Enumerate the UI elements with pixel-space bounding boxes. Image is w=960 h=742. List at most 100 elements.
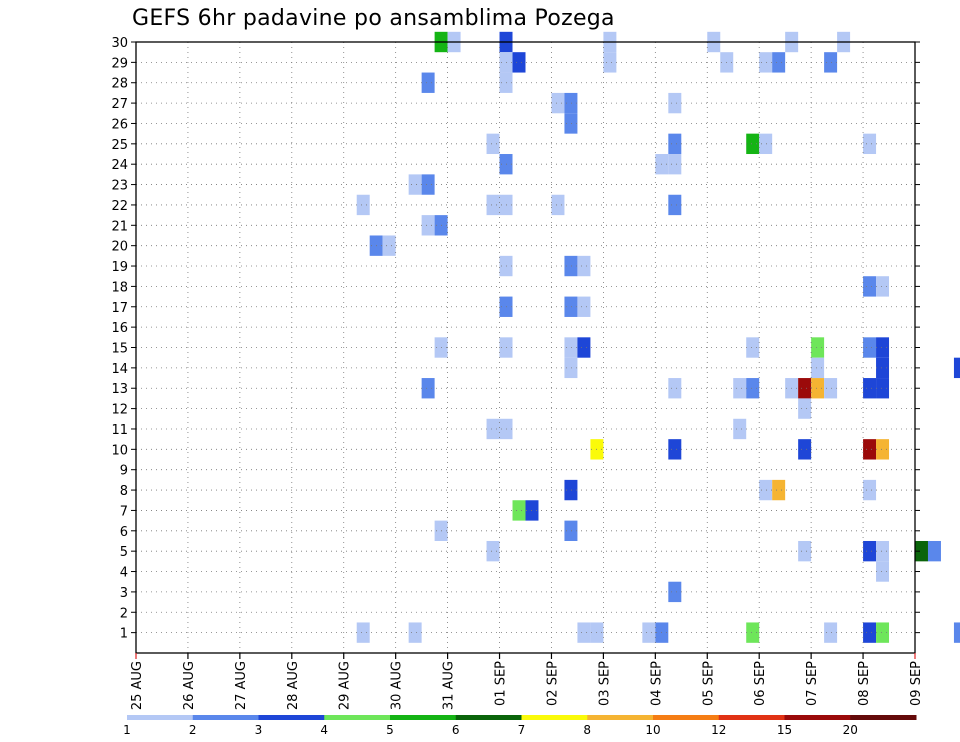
- heatmap-cell: [564, 296, 578, 317]
- y-tick-label: 13: [111, 382, 128, 397]
- y-tick-label: 18: [111, 280, 128, 295]
- y-tick-label: 21: [111, 219, 128, 234]
- colorbar-swatch: [521, 715, 588, 720]
- heatmap-cell: [876, 439, 890, 460]
- colorbar-label: 1: [123, 723, 131, 737]
- heatmap-cell: [772, 52, 786, 73]
- y-tick-label: 28: [111, 77, 128, 92]
- heatmap-cell: [759, 52, 773, 73]
- x-tick-label: 05 SEP: [701, 661, 716, 706]
- colorbar-label: 4: [320, 723, 328, 737]
- heatmap-cell: [824, 378, 838, 399]
- colorbar-label: 5: [386, 723, 394, 737]
- heatmap-cell: [421, 378, 435, 399]
- colorbar-label: 6: [452, 723, 460, 737]
- heatmap-cell: [759, 479, 773, 501]
- heatmap-cell: [408, 622, 422, 643]
- x-tick-label: 27 AUG: [234, 661, 249, 710]
- heatmap-cell: [564, 479, 578, 501]
- y-tick-label: 8: [120, 484, 128, 499]
- x-tick-label: 03 SEP: [597, 661, 612, 706]
- colorbar-label: 12: [711, 723, 726, 737]
- heatmap-cell: [798, 439, 812, 460]
- x-tick-label: 09 SEP: [909, 661, 924, 706]
- x-tick-label: 04 SEP: [649, 661, 664, 706]
- heatmap-cell: [798, 378, 812, 399]
- heatmap-cell: [733, 418, 747, 440]
- x-tick-label: 30 AUG: [390, 661, 405, 710]
- heatmap-cell: [746, 337, 760, 358]
- colorbar-label: 7: [518, 723, 526, 737]
- heatmap-cell: [668, 133, 682, 155]
- colorbar-swatch: [653, 715, 720, 720]
- heatmap-cells: [356, 31, 960, 643]
- heatmap-cell: [564, 255, 578, 277]
- heatmap-cell: [408, 174, 422, 195]
- heatmap-cell: [927, 540, 941, 562]
- heatmap-cell: [876, 622, 890, 643]
- heatmap-cell: [863, 378, 877, 399]
- heatmap-cell: [486, 194, 500, 216]
- colorbar-label: 3: [255, 723, 263, 737]
- y-tick-label: 23: [111, 179, 128, 194]
- heatmap-cell: [577, 296, 591, 317]
- heatmap-cell: [486, 540, 500, 562]
- x-axis: 25 AUG 26 AUG 27 AUG 28 AUG 29 AUG 30 AUG 31 A…: [130, 653, 924, 710]
- chart-title: GEFS 6hr padavine po ansamblima Pozega: [132, 6, 615, 31]
- colorbar-label: 10: [645, 723, 660, 737]
- heatmap-cell: [876, 378, 890, 399]
- heatmap-cell: [733, 378, 747, 399]
- heatmap-cell: [668, 194, 682, 216]
- colorbar-swatch: [127, 715, 194, 720]
- heatmap-cell: [642, 622, 656, 643]
- heatmap-cell: [863, 622, 877, 643]
- x-tick-label: 06 SEP: [753, 661, 768, 706]
- heatmap-cell: [577, 622, 591, 643]
- y-tick-label: 9: [120, 464, 128, 479]
- colorbar-swatch: [258, 715, 325, 720]
- colorbar-swatch: [784, 715, 851, 720]
- heatmap-cell: [863, 540, 877, 562]
- colorbar-label: 15: [777, 723, 792, 737]
- x-tick-label: 02 SEP: [545, 661, 560, 706]
- y-tick-label: 1: [120, 627, 128, 642]
- y-tick-label: 16: [111, 321, 128, 336]
- y-tick-label: 12: [111, 403, 128, 418]
- x-tick-label: 08 SEP: [857, 661, 872, 706]
- x-tick-label: 28 AUG: [286, 661, 301, 710]
- y-tick-label: 19: [111, 260, 128, 275]
- heatmap-cell: [746, 378, 760, 399]
- grid-lines: [136, 41, 915, 653]
- y-tick-label: 30: [111, 36, 128, 51]
- heatmap-cell: [876, 561, 890, 582]
- y-tick-label: 24: [111, 158, 128, 173]
- heatmap-cell: [811, 357, 825, 379]
- colorbar-swatch: [390, 715, 457, 720]
- colorbar-label: 8: [583, 723, 591, 737]
- heatmap-cell: [668, 581, 682, 603]
- y-tick-label: 3: [120, 586, 128, 601]
- y-axis: 1234567891011121314151617181920212223242…: [111, 36, 920, 642]
- y-tick-label: 29: [111, 56, 128, 71]
- heatmap-cell: [564, 337, 578, 358]
- x-tick-label: 31 AUG: [442, 661, 457, 710]
- heatmap-cell: [551, 194, 565, 216]
- heatmap-cell: [746, 133, 760, 155]
- heatmap-cell: [486, 418, 500, 440]
- heatmap-cell: [577, 337, 591, 358]
- heatmap-cell: [421, 215, 435, 236]
- colorbar-legend: 1 2 3 4 5 6 7 8 10 12 15 20: [123, 715, 917, 737]
- y-tick-label: 11: [111, 423, 128, 438]
- heatmap-cell: [421, 174, 435, 195]
- heatmap-cell: [915, 540, 928, 562]
- x-tick-label: 26 AUG: [182, 661, 197, 710]
- y-tick-label: 22: [111, 199, 128, 214]
- heatmap-cell: [863, 479, 877, 501]
- heatmap-cell: [668, 378, 682, 399]
- heatmap-cell: [876, 540, 890, 562]
- heatmap-cell: [512, 52, 526, 73]
- heatmap-cell: [876, 357, 890, 379]
- x-tick-label: 01 SEP: [494, 661, 509, 706]
- y-tick-label: 26: [111, 117, 128, 132]
